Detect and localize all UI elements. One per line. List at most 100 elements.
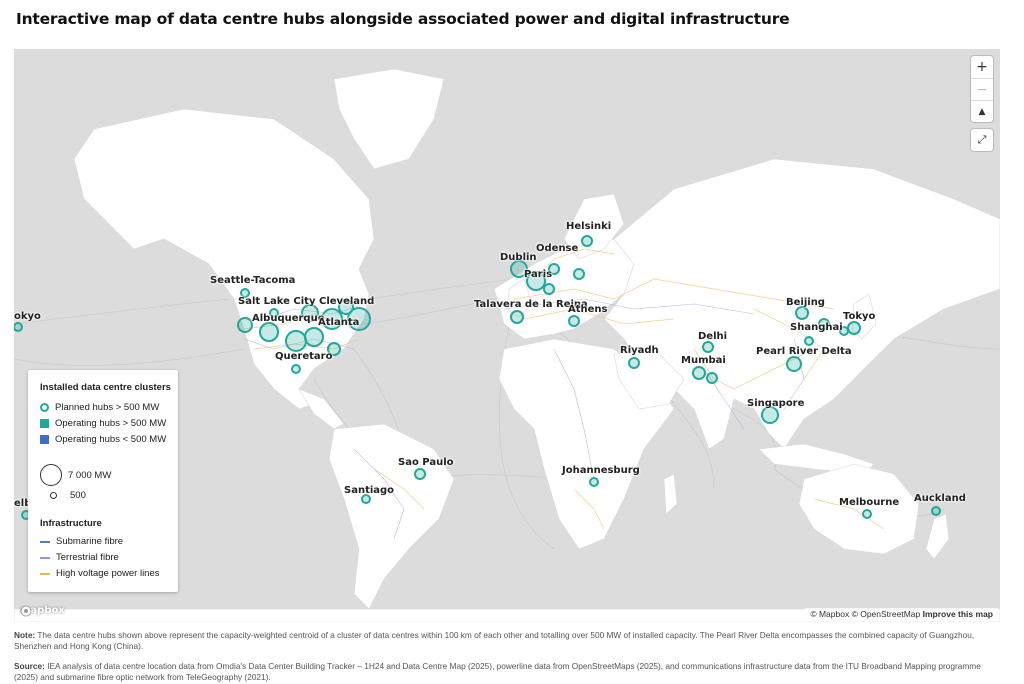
city-label-mumbai: Mumbai bbox=[681, 355, 726, 366]
map-canvas[interactable]: Helsinki Odense Dublin Paris Talavera de… bbox=[14, 49, 1000, 622]
city-label-johannesburg: Johannesburg bbox=[562, 465, 640, 476]
city-label-auckland: Auckland bbox=[914, 493, 966, 504]
city-label-santiago: Santiago bbox=[344, 485, 395, 496]
hub-paris[interactable] bbox=[526, 271, 546, 291]
legend-power-label: High voltage power lines bbox=[56, 568, 160, 579]
city-label-pearl-river-delta: Pearl River Delta bbox=[756, 346, 852, 357]
legend-row-operating-large: Operating hubs > 500 MW bbox=[40, 418, 166, 429]
hub-mumbai[interactable] bbox=[692, 366, 706, 380]
hub-melbourne[interactable] bbox=[862, 509, 872, 519]
hub-athens[interactable] bbox=[568, 315, 580, 327]
legend-planned-label: Planned hubs > 500 MW bbox=[55, 402, 160, 413]
legend-size-large-label: 7 000 MW bbox=[68, 469, 112, 481]
city-label-sao-paulo: Sao Paulo bbox=[398, 457, 454, 468]
attribution-osm[interactable]: © OpenStreetMap bbox=[851, 609, 921, 619]
city-label-riyadh: Riyadh bbox=[620, 345, 659, 356]
hub-santiago[interactable] bbox=[361, 494, 371, 504]
operating-small-swatch-icon bbox=[40, 435, 49, 444]
city-label-atlanta: Atlanta bbox=[318, 317, 360, 328]
hub-texas-2[interactable] bbox=[304, 327, 324, 347]
zoom-in-button[interactable]: + bbox=[971, 56, 993, 78]
world-map[interactable] bbox=[14, 49, 1000, 622]
city-label-beijing: Beijing bbox=[786, 297, 825, 308]
hub-talavera[interactable] bbox=[510, 310, 524, 324]
mapbox-icon bbox=[20, 605, 32, 617]
city-label-helsinki: Helsinki bbox=[566, 221, 612, 232]
hub-dublin[interactable] bbox=[510, 260, 528, 278]
hub-atlanta[interactable] bbox=[321, 308, 343, 330]
hub-singapore[interactable] bbox=[761, 406, 779, 424]
city-label-saltlake: Salt Lake City bbox=[238, 296, 316, 307]
city-label-athens: Athens bbox=[568, 304, 608, 315]
size-small-circle-icon bbox=[50, 492, 57, 499]
hub-queretaro[interactable] bbox=[291, 364, 301, 374]
hub-helsinki[interactable] bbox=[581, 235, 593, 247]
compass-button[interactable]: ▲ bbox=[971, 100, 993, 122]
hub-cleveland[interactable] bbox=[338, 299, 354, 315]
hub-pearl-river-delta[interactable] bbox=[786, 356, 802, 372]
city-label-melbourne: Melbourne bbox=[839, 497, 900, 508]
hub-mumbai-2[interactable] bbox=[706, 372, 718, 384]
city-label-tokyo: Tokyo bbox=[843, 311, 876, 322]
hub-odense[interactable] bbox=[548, 263, 560, 275]
source-label: Source: bbox=[14, 661, 45, 671]
legend-terrestrial-label: Terrestrial fibre bbox=[56, 552, 119, 563]
hub-auckland[interactable] bbox=[931, 506, 941, 516]
note-text: The data centre hubs shown above represe… bbox=[14, 630, 975, 651]
hub-johannesburg[interactable] bbox=[589, 477, 599, 487]
hub-beijing[interactable] bbox=[795, 306, 809, 320]
hub-south[interactable] bbox=[327, 342, 341, 356]
terrestrial-fibre-lines bbox=[243, 298, 805, 540]
mapbox-logo[interactable]: mapbox bbox=[20, 605, 65, 617]
note-label: Note: bbox=[14, 630, 36, 640]
city-label-odense: Odense bbox=[536, 243, 579, 254]
hub-tokyo[interactable] bbox=[847, 321, 861, 335]
source-text: IEA analysis of data centre location dat… bbox=[14, 661, 981, 682]
hub-tokyo-wrap[interactable] bbox=[14, 322, 23, 332]
hub-virginia[interactable] bbox=[347, 307, 371, 331]
zoom-controls: + − ▲ bbox=[971, 56, 993, 122]
hub-texas[interactable] bbox=[285, 330, 307, 352]
map-legend: Installed data centre clusters Planned h… bbox=[28, 370, 178, 592]
city-label-queretaro: Queretaro bbox=[275, 351, 333, 362]
size-large-circle-icon bbox=[40, 464, 62, 486]
city-label-delhi: Delhi bbox=[698, 331, 728, 342]
fullscreen-button[interactable]: ⤢ bbox=[971, 129, 993, 151]
hub-albuquerque-west[interactable] bbox=[237, 317, 253, 333]
hub-saltlake[interactable] bbox=[269, 308, 279, 318]
hub-tokyo-2[interactable] bbox=[839, 326, 849, 336]
legend-size-small-label: 500 bbox=[70, 490, 86, 501]
city-label-seattle: Seattle-Tacoma bbox=[210, 275, 296, 286]
hub-shanghai[interactable] bbox=[804, 336, 814, 346]
legend-clusters-heading: Installed data centre clusters bbox=[40, 382, 171, 393]
attribution-improve[interactable]: Improve this map bbox=[922, 609, 993, 619]
legend-operating-large-label: Operating hubs > 500 MW bbox=[55, 418, 167, 429]
city-label-cleveland: Cleveland bbox=[319, 296, 375, 307]
planned-hub-swatch-icon bbox=[40, 403, 49, 412]
hub-shanghai-2[interactable] bbox=[818, 318, 830, 330]
city-label-shanghai: Shanghai bbox=[790, 322, 843, 333]
hub-seattle[interactable] bbox=[240, 288, 250, 298]
legend-row-operating-small: Operating hubs < 500 MW bbox=[40, 434, 166, 445]
zoom-out-button[interactable]: − bbox=[971, 78, 993, 100]
legend-row-size-large: 7 000 MW bbox=[40, 464, 111, 486]
attribution-mapbox[interactable]: © Mapbox bbox=[810, 609, 850, 619]
mapbox-logo-text: mapbox bbox=[20, 605, 65, 616]
hub-sao-paulo[interactable] bbox=[414, 468, 426, 480]
legend-row-planned: Planned hubs > 500 MW bbox=[40, 402, 159, 413]
submarine-line-icon bbox=[40, 540, 50, 543]
hub-delhi[interactable] bbox=[702, 341, 714, 353]
hub-paris-2[interactable] bbox=[543, 283, 555, 295]
legend-row-terrestrial: Terrestrial fibre bbox=[40, 552, 119, 563]
city-label-tokyo-wrap: okyo bbox=[14, 311, 41, 322]
city-label-melbourne-wrap: elbo bbox=[14, 498, 39, 509]
hub-odense-2[interactable] bbox=[573, 268, 585, 280]
hub-markers[interactable] bbox=[14, 235, 941, 520]
hub-riyadh[interactable] bbox=[628, 357, 640, 369]
map-attribution: © Mapbox © OpenStreetMap Improve this ma… bbox=[805, 608, 998, 620]
city-label-dublin: Dublin bbox=[500, 252, 537, 263]
hub-midwest[interactable] bbox=[301, 304, 319, 322]
hub-albuquerque[interactable] bbox=[259, 322, 279, 342]
legend-infra-heading: Infrastructure bbox=[40, 518, 102, 529]
map-source: Source: IEA analysis of data centre loca… bbox=[14, 661, 1006, 683]
